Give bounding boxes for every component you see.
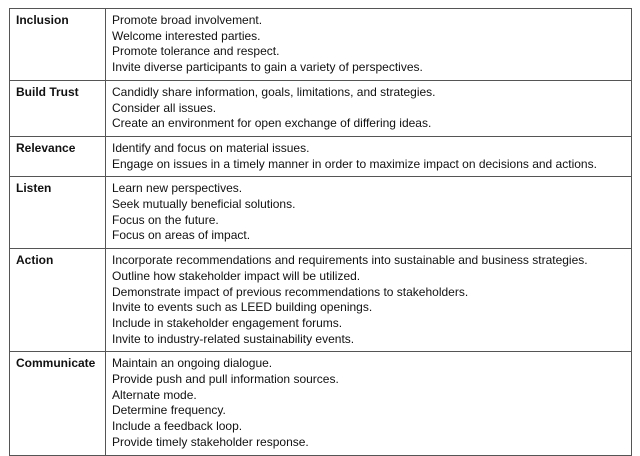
list-item: Promote broad involvement. bbox=[112, 13, 263, 27]
table-body: Inclusion Promote broad involvement. Welco… bbox=[9, 8, 632, 456]
list-item: Create an environment for open exchange … bbox=[112, 116, 432, 131]
list-item: Candidly share information, goals, limit… bbox=[112, 84, 436, 99]
list-item: Welcome interested parties. bbox=[112, 28, 261, 43]
list-item: Maintain an ongoing dialogue. bbox=[112, 356, 273, 371]
list-item: Consider all issues. bbox=[112, 100, 217, 115]
row-label: Build Trust bbox=[9, 79, 106, 137]
row-items: Promote broad involvement. Welcome intere… bbox=[105, 8, 632, 81]
list-item: Include a feedback loop. bbox=[112, 419, 243, 434]
row-label: Action bbox=[9, 248, 106, 353]
list-item: Promote tolerance and respect. bbox=[112, 44, 280, 59]
list-item: Provide push and pull information source… bbox=[112, 372, 339, 387]
row-items: Learn new perspectives. Seek mutually ben… bbox=[105, 176, 632, 250]
row-label: Communicate bbox=[9, 351, 106, 456]
list-item: Invite to events such as LEED building o… bbox=[112, 300, 373, 315]
table-row: Inclusion Promote broad involvement. Welco… bbox=[9, 8, 632, 81]
table-row: Action Incorporate recommendations and re… bbox=[9, 248, 632, 353]
list-item: Incorporate recommendations and requirem… bbox=[112, 253, 588, 268]
list-item: Identify and focus on material issues. bbox=[112, 140, 310, 155]
list-item: Seek mutually beneficial solutions. bbox=[112, 197, 296, 212]
list-item: Learn new perspectives. bbox=[112, 181, 243, 196]
table-row: Communicate Maintain an ongoing dialogue.… bbox=[9, 351, 632, 456]
row-label: Inclusion bbox=[9, 8, 106, 81]
list-item: Include in stakeholder engagement forums… bbox=[112, 315, 343, 330]
list-item: Focus on areas of impact. bbox=[112, 228, 251, 243]
list-item: Invite to industry-related sustainabilit… bbox=[112, 331, 355, 346]
row-label: Listen bbox=[9, 176, 106, 250]
stakeholder-principles-table: Inclusion Promote broad involvement. Welco… bbox=[9, 8, 632, 456]
list-item: Engage on issues in a timely manner in o… bbox=[112, 156, 597, 171]
list-item: Determine frequency. bbox=[112, 403, 226, 418]
list-item: Invite diverse participants to gain a va… bbox=[112, 60, 423, 75]
table-row: Build Trust Candidly share information, g… bbox=[9, 79, 632, 137]
row-items: Maintain an ongoing dialogue. Provide pus… bbox=[105, 351, 632, 456]
table-row: Relevance Identify and focus on material … bbox=[9, 135, 632, 178]
list-item: Alternate mode. bbox=[112, 387, 197, 402]
list-item: Outline how stakeholder impact will be u… bbox=[112, 268, 361, 283]
table-row: Listen Learn new perspectives. Seek mutual… bbox=[9, 176, 632, 250]
row-items: Incorporate recommendations and requirem… bbox=[105, 248, 632, 353]
list-item: Demonstrate impact of previous recommend… bbox=[112, 284, 469, 299]
row-items: Candidly share information, goals, limit… bbox=[105, 79, 632, 137]
list-item: Provide timely stakeholder response. bbox=[112, 434, 309, 449]
row-items: Identify and focus on material issues. En… bbox=[105, 135, 632, 178]
row-label: Relevance bbox=[9, 135, 106, 178]
list-item: Focus on the future. bbox=[112, 212, 219, 227]
